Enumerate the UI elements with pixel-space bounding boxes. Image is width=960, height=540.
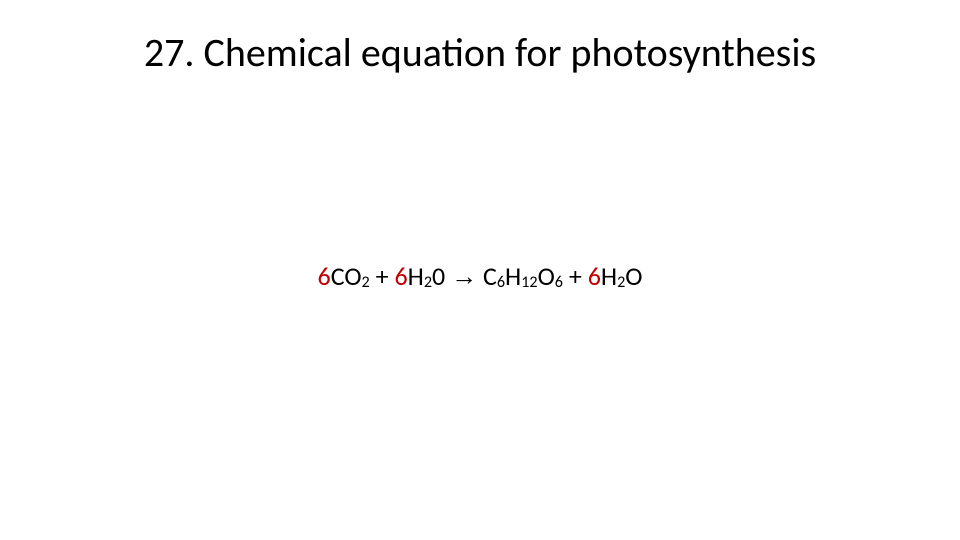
formula-glucose-sub6a: 6: [497, 273, 505, 292]
reaction-arrow: →: [451, 261, 477, 291]
photosynthesis-equation: 6CO2 + 6H20 → C6H12O6 + 6H2O: [0, 260, 960, 292]
formula-glucose-c: C: [483, 260, 497, 292]
formula-glucose-sub12: 12: [521, 273, 537, 292]
formula-h2o-0: 0: [432, 260, 445, 292]
plus-2: +: [569, 260, 582, 292]
formula-glucose-h: H: [505, 260, 521, 292]
coef-co2: 6: [318, 260, 331, 292]
formula-h2o2-sub: 2: [617, 273, 625, 292]
plus-1: +: [376, 260, 389, 292]
formula-glucose-sub6b: 6: [555, 273, 563, 292]
formula-glucose-o: O: [538, 260, 555, 292]
formula-h2o2-o: O: [625, 260, 642, 292]
coef-h2o-right: 6: [588, 260, 601, 292]
formula-h2o-sub: 2: [424, 273, 432, 292]
slide-title: 27. Chemical equation for photosynthesis: [0, 28, 960, 77]
coef-h2o-left: 6: [394, 260, 407, 292]
slide: 27. Chemical equation for photosynthesis…: [0, 0, 960, 540]
formula-co2-c: CO: [331, 260, 362, 292]
formula-co2-sub: 2: [362, 273, 370, 292]
formula-h2o2-h: H: [601, 260, 617, 292]
formula-h2o-h: H: [408, 260, 424, 292]
